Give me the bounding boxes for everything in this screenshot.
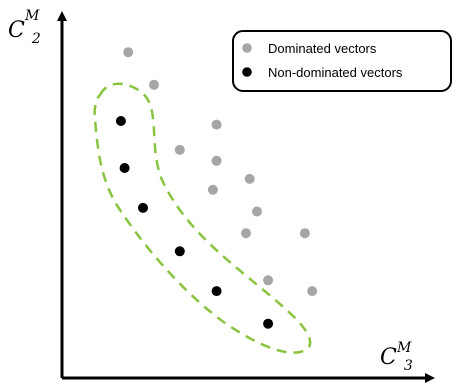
dominated-point — [307, 286, 318, 297]
legend-nondominated-marker — [242, 67, 252, 77]
svg-text:C 3: C 3 — [380, 345, 413, 374]
non-dominated-point — [119, 163, 130, 173]
non-dominated-point — [211, 286, 222, 297]
dominated-point — [211, 155, 222, 166]
dominated-point — [252, 206, 262, 217]
x-axis-label: C 3 M — [380, 340, 413, 374]
dominated-point — [174, 144, 185, 155]
plot-area: C 2 M C 3 M — [8, 8, 435, 383]
dominated-point — [149, 79, 159, 90]
dominated-point — [241, 228, 251, 239]
legend-nondominated-label: Non-dominated vectors — [268, 65, 403, 80]
x-axis-label-sup: M — [396, 340, 412, 356]
x-axis-label-sub: 3 — [404, 358, 413, 374]
x-axis-label-base: C — [380, 345, 397, 370]
legend-box — [232, 30, 452, 92]
dominated-point — [207, 184, 218, 195]
svg-text:M: M — [24, 8, 40, 24]
legend-dominated-marker — [242, 43, 252, 53]
points-layer — [115, 47, 318, 329]
dominated-point — [299, 228, 310, 239]
legend-dominated-label: Dominated vectors — [268, 41, 377, 56]
y-axis-label: C 2 M — [8, 8, 41, 47]
legend: Dominated vectors Non-dominated vectors — [232, 30, 452, 92]
y-axis-label-sub: 2 — [31, 31, 41, 47]
svg-text:M: M — [396, 340, 412, 356]
y-axis-label-base: C — [8, 18, 25, 43]
dominated-point — [244, 173, 255, 184]
svg-text:C 2: C 2 — [8, 18, 41, 47]
non-dominated-point — [138, 202, 148, 213]
y-axis-label-sup: M — [24, 8, 40, 24]
dominated-point — [211, 119, 222, 130]
dominated-point — [263, 275, 274, 286]
non-dominated-point — [115, 116, 126, 126]
non-dominated-point — [263, 318, 274, 329]
non-dominated-point — [174, 246, 185, 257]
pareto-front-outline — [93, 82, 312, 354]
dominated-point — [123, 47, 134, 58]
